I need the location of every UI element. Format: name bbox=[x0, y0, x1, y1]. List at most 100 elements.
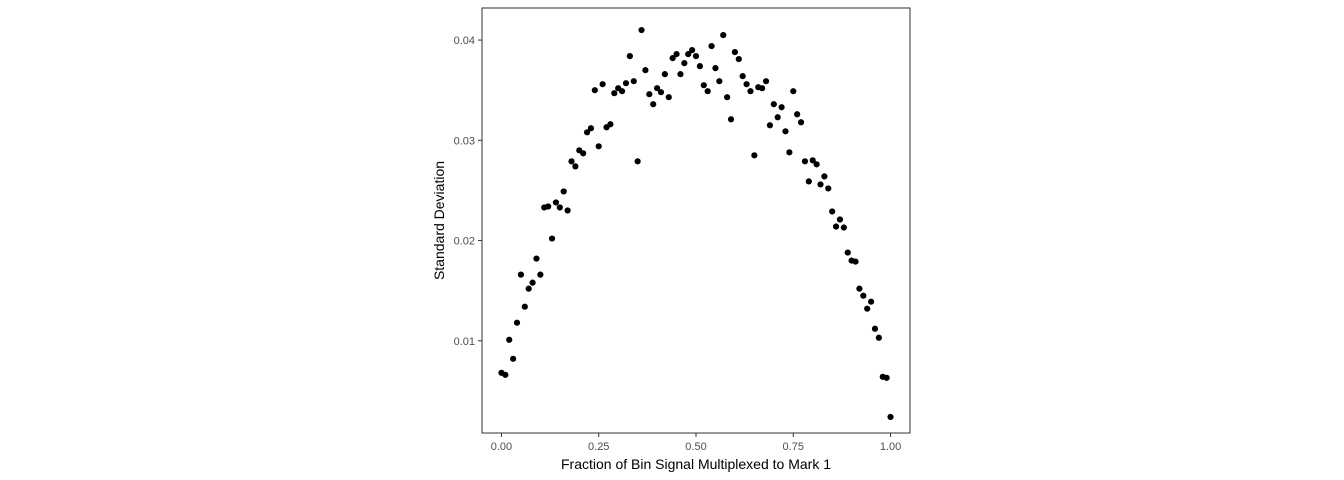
scatter-point bbox=[716, 78, 723, 85]
y-axis-ticks: 0.01 0.02 0.03 0.04 bbox=[454, 35, 482, 348]
scatter-point bbox=[572, 163, 579, 170]
scatter-point bbox=[766, 122, 774, 129]
y-tick-label: 0.01 bbox=[454, 336, 475, 348]
scatter-point bbox=[661, 71, 668, 78]
scatter-point bbox=[646, 91, 653, 98]
scatter-point bbox=[840, 224, 847, 231]
scatter-point bbox=[797, 119, 805, 126]
scatter-point bbox=[564, 207, 571, 214]
scatter-point bbox=[836, 216, 844, 223]
scatter-point bbox=[665, 94, 672, 101]
scatter-point bbox=[513, 319, 521, 326]
scatter-point bbox=[692, 53, 700, 60]
scatter-point bbox=[560, 188, 567, 195]
scatter-point bbox=[525, 285, 532, 292]
x-tick-label: 0.75 bbox=[783, 441, 804, 453]
scatter-point bbox=[731, 49, 739, 56]
scatter-point bbox=[521, 303, 528, 310]
scatter-point bbox=[626, 53, 633, 60]
scatter-point bbox=[813, 161, 820, 168]
scatter-point bbox=[681, 60, 688, 67]
plot-panel-border bbox=[481, 7, 911, 434]
scatter-point bbox=[599, 81, 606, 88]
scatter-point bbox=[867, 298, 875, 305]
scatter-point bbox=[685, 51, 692, 58]
scatter-point bbox=[782, 128, 789, 135]
scatter-point bbox=[591, 87, 598, 94]
scatter-point bbox=[852, 258, 859, 265]
scatter-point bbox=[786, 149, 793, 156]
scatter-point bbox=[844, 249, 851, 256]
scatter-point bbox=[506, 336, 513, 343]
scatter-point bbox=[735, 56, 742, 63]
scatter-point bbox=[805, 178, 812, 185]
scatter-point bbox=[529, 279, 536, 286]
scatter-point bbox=[657, 89, 665, 96]
scatter-point bbox=[704, 88, 711, 95]
x-tick-label: 0.50 bbox=[685, 441, 706, 453]
y-axis-title: Standard Deviation bbox=[431, 161, 447, 280]
scatter-point bbox=[700, 82, 707, 89]
scatter-point bbox=[864, 305, 871, 312]
scatter-point bbox=[743, 81, 750, 88]
scatter-point bbox=[595, 143, 602, 150]
scatter-point bbox=[556, 204, 563, 211]
scatter-point bbox=[677, 71, 684, 78]
scatter-point bbox=[622, 80, 630, 87]
scatter-point bbox=[502, 371, 509, 378]
x-tick-label: 0.00 bbox=[491, 441, 512, 453]
scatter-point bbox=[545, 203, 552, 210]
scatter-point bbox=[724, 94, 731, 101]
scatter-point bbox=[669, 55, 676, 62]
scatter-point bbox=[587, 125, 595, 132]
scatter-point bbox=[611, 90, 618, 97]
y-tick-label: 0.03 bbox=[454, 135, 475, 147]
scatter-point bbox=[751, 152, 758, 159]
scatter-point bbox=[762, 78, 770, 85]
scatter-point bbox=[790, 88, 797, 95]
scatter-point bbox=[552, 199, 560, 206]
scatter-point bbox=[634, 158, 641, 165]
scatter-point bbox=[809, 157, 816, 164]
scatter-point bbox=[708, 42, 715, 50]
scatter-point bbox=[875, 334, 882, 341]
scatter-point bbox=[720, 31, 727, 39]
scatter-point bbox=[739, 73, 746, 80]
scatter-point bbox=[642, 67, 649, 74]
scatter-point bbox=[856, 285, 863, 292]
scatter-point bbox=[689, 46, 696, 54]
scatter-point bbox=[774, 114, 781, 121]
y-tick-label: 0.04 bbox=[454, 35, 475, 47]
scatter-point bbox=[883, 374, 890, 381]
scatter-point bbox=[871, 325, 879, 332]
scatter-point bbox=[759, 85, 766, 92]
scatter-point bbox=[630, 78, 637, 85]
scatter-point bbox=[510, 355, 517, 362]
scatter-point bbox=[568, 158, 575, 165]
y-tick-label: 0.02 bbox=[454, 236, 475, 248]
scatter-point bbox=[829, 208, 836, 215]
scatter-point bbox=[821, 173, 828, 180]
scatter-point bbox=[673, 51, 680, 58]
scatter-point bbox=[618, 88, 626, 95]
scatter-point bbox=[727, 116, 735, 123]
scatter-point bbox=[638, 26, 645, 34]
scatter-point bbox=[533, 255, 540, 262]
scatter-point bbox=[794, 111, 801, 118]
scatter-point bbox=[548, 235, 556, 242]
scatter-point bbox=[887, 413, 894, 421]
x-tick-label: 0.25 bbox=[588, 441, 609, 453]
scatter-point bbox=[860, 292, 867, 299]
scatter-point bbox=[583, 129, 591, 136]
x-tick-label: 1.00 bbox=[880, 441, 901, 453]
scatter-point bbox=[832, 223, 840, 230]
scatter-point bbox=[653, 85, 661, 92]
scatter-point bbox=[650, 101, 657, 108]
scatter-point bbox=[825, 185, 832, 192]
scatter-point bbox=[817, 181, 824, 188]
scatter-point bbox=[747, 88, 754, 95]
scatter-point bbox=[517, 271, 525, 278]
scatter-point bbox=[696, 63, 703, 70]
